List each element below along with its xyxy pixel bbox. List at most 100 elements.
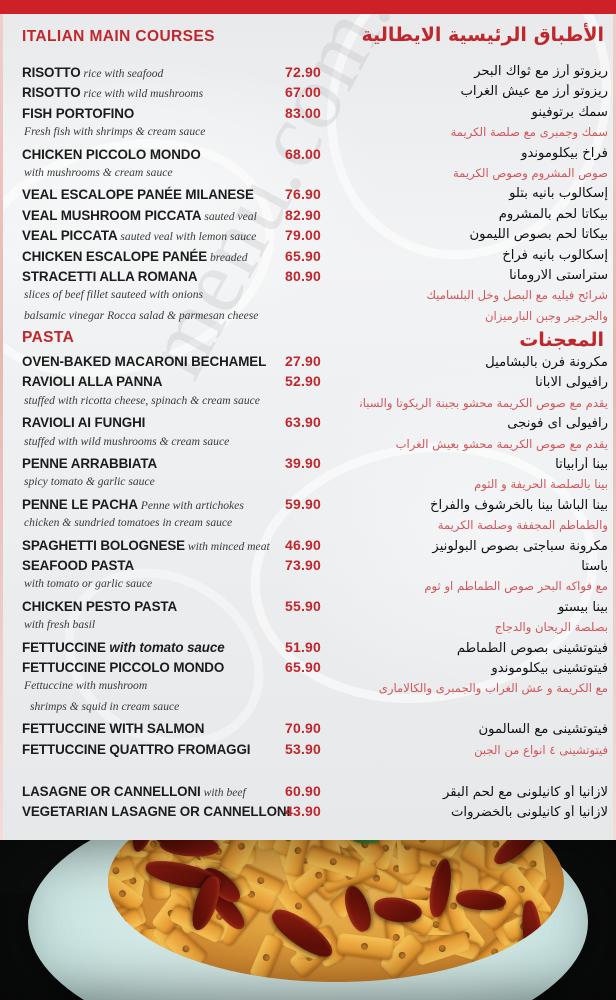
menu-item-arabic: إسكالوب بانيه فراخ [360, 248, 608, 268]
menu-item-arabic: بصلصة الريحان والدجاج [360, 620, 608, 640]
section-title-ar-italian-main-courses: الأطباق الرئيسية الايطالية [360, 24, 608, 64]
item-price: 27.90 [285, 353, 321, 369]
menu-item-arabic: بينا بيستو [360, 600, 608, 620]
menu-item-arabic: فيتوتشينى بيكلوموندو [360, 661, 608, 681]
menu-item-arabic: شرائح فيليه مع البصل وخل البلساميك [360, 288, 608, 308]
item-description: breaded [207, 251, 247, 264]
section-title-ar-pasta: المعجنات [360, 329, 608, 355]
item-price: 68.00 [285, 146, 321, 162]
menu-item: RAVIOLI AI FUNGHI 63.90 [0, 414, 360, 434]
item-name: FETTUCCINE WITH SALMON [22, 721, 204, 736]
menu-item-arabic: سمك برتوفينو [360, 105, 608, 125]
item-description-line: stuffed with wild mushrooms & cream sauc… [0, 435, 360, 455]
item-price: 52.90 [285, 373, 321, 389]
menu-item-arabic: مع الكريمة و عش الغراب والجمبرى والكالام… [360, 681, 608, 701]
menu-item-arabic: فيتوتشينى بصوص الطماطم [360, 641, 608, 661]
menu-item-arabic: إسكالوب بانيه بتلو [360, 186, 608, 206]
item-description: with tomato sauce [106, 640, 225, 655]
menu-item: CHICKEN PICCOLO MONDO 68.00 [0, 146, 360, 166]
item-description: sauted veal with lemon sauce [118, 230, 257, 243]
menu-item: STRACETTI ALLA ROMANA 80.90 [0, 268, 360, 288]
menu-item: SPAGHETTI BOLOGNESE with minced meat 46.9… [0, 537, 360, 557]
menu-item: FISH PORTOFINO 83.00 [0, 105, 360, 125]
menu-item-arabic: ريزوتو أرز مع ثواك البحر [360, 64, 608, 84]
item-name: RISOTTO [22, 65, 81, 80]
item-name: RAVIOLI AI FUNGHI [22, 415, 145, 430]
menu-item: CHICKEN PESTO PASTA 55.90 [0, 598, 360, 618]
item-price: 80.90 [285, 268, 321, 284]
menu-item: VEAL PICCATA sauted veal with lemon sauc… [0, 227, 360, 247]
item-description: sauted veal [201, 210, 256, 223]
item-description-line: Fresh fish with shrimps & cream sauce [0, 125, 360, 145]
item-price: 67.00 [285, 84, 321, 100]
menu-item-arabic: رافيولى الابانا [360, 375, 608, 395]
menu-item: FETTUCCINE PICCOLO MONDO 65.90 [0, 659, 360, 679]
menu-item-arabic: بينا بالصلصة الحريفة و الثوم [360, 477, 608, 497]
menu-item-arabic [360, 702, 608, 722]
item-name: FETTUCCINE QUATTRO FROMAGGI [22, 742, 250, 757]
arabic-menu-column: الأطباق الرئيسية الايطالية ريزوتو أرز مع … [360, 14, 608, 826]
item-name: CHICKEN ESCALOPE PANÉE [22, 249, 207, 264]
section-title-italian-main-courses: ITALIAN MAIN COURSES [0, 28, 360, 64]
menu-item-arabic: باستا [360, 559, 608, 579]
item-name: VEAL MUSHROOM PICCATA [22, 208, 201, 223]
item-description: rice with wild mushrooms [81, 87, 204, 100]
menu-item: FETTUCCINE with tomato sauce 51.90 [0, 639, 360, 659]
item-description-line: with fresh basil [0, 618, 360, 638]
item-price: 43.90 [285, 803, 321, 819]
item-description: with minced meat [185, 540, 270, 553]
item-name: RAVIOLI ALLA PANNA [22, 374, 162, 389]
menu-item-arabic: ستراستى الارومانا [360, 268, 608, 288]
menu-item: RISOTTO rice with wild mushrooms 67.00 [0, 84, 360, 104]
food-photo [0, 840, 616, 1000]
item-name: PENNE ARRABBIATA [22, 456, 157, 471]
spacer [0, 761, 360, 783]
menu-item: PENNE ARRABBIATA 39.90 [0, 455, 360, 475]
menu-item-arabic: والجرجير وجبن البارميزان [360, 309, 608, 329]
menu-item: LASAGNE OR CANNELLONI with beef 60.90 [0, 783, 360, 803]
menu-item-arabic: والطماطم المجففة وصلصة الكريمة [360, 518, 608, 538]
item-price: 63.90 [285, 414, 321, 430]
menu-item-arabic: ريزوتو أرز مع عيش الغراب [360, 84, 608, 104]
item-description-line: Fettuccine with mushroom [0, 679, 360, 699]
item-description: Penne with artichokes [138, 499, 244, 512]
item-description-line: shrimps & squid in cream sauce [0, 700, 360, 720]
item-name: SEAFOOD PASTA [22, 558, 134, 573]
menu-item: CHICKEN ESCALOPE PANÉE breaded 65.90 [0, 248, 360, 268]
menu-item: VEGETARIAN LASAGNE OR CANNELLONI 43.90 [0, 803, 360, 823]
menu-item-arabic: يقدم مع صوص الكريمة محشو بجبنة الريكوتا … [360, 396, 608, 416]
item-name: STRACETTI ALLA ROMANA [22, 269, 197, 284]
item-name: OVEN-BAKED MACARONI BECHAMEL [22, 354, 266, 369]
menu-item-arabic: بيكاتا لحم بصوص الليمون [360, 227, 608, 247]
menu-item-arabic: مكرونة فرن بالبشاميل [360, 355, 608, 375]
menu-item-arabic: مكرونة سباجتى بصوص البولونيز [360, 539, 608, 559]
menu-item: FETTUCCINE WITH SALMON 70.90 [0, 720, 360, 740]
menu-item: PENNE LE PACHA Penne with artichokes 59.9… [0, 496, 360, 516]
menu-item-arabic: لازانيا أو كانيلونى مع لحم البقر [360, 785, 608, 805]
menu-item-arabic: بينا أرابياتا [360, 457, 608, 477]
item-name: VEAL PICCATA [22, 228, 118, 243]
menu-item-arabic: بيكاتا لحم بالمشروم [360, 207, 608, 227]
menu-item: VEAL MUSHROOM PICCATA sauted veal 82.90 [0, 207, 360, 227]
item-price: 59.90 [285, 496, 321, 512]
item-description-line: with mushrooms & cream sauce [0, 166, 360, 186]
menu-item: VEAL ESCALOPE PANÉE MILANESE 76.90 [0, 186, 360, 206]
item-price: 73.90 [285, 557, 321, 573]
spacer [360, 763, 608, 785]
item-description-line: stuffed with ricotta cheese, spinach & c… [0, 394, 360, 414]
menu-item: RISOTTO rice with seafood 72.90 [0, 64, 360, 84]
item-name: RISOTTO [22, 85, 81, 100]
menu-item-arabic: فيتوتشينى ٤ انواع من الجبن [360, 743, 608, 763]
item-price: 82.90 [285, 207, 321, 223]
section-title-pasta: PASTA [0, 329, 360, 353]
item-name: FISH PORTOFINO [22, 106, 134, 121]
menu-item: RAVIOLI ALLA PANNA 52.90 [0, 373, 360, 393]
menu-item-arabic: صوص المشروم وصوص الكريمة [360, 166, 608, 186]
item-price: 55.90 [285, 598, 321, 614]
item-description: with beef [201, 786, 246, 799]
item-description: rice with seafood [81, 67, 164, 80]
item-price: 51.90 [285, 639, 321, 655]
english-menu-column: ITALIAN MAIN COURSES RISOTTO rice with se… [0, 14, 360, 824]
menu-item-arabic: سمك وجمبرى مع صلصة الكريمة [360, 125, 608, 145]
item-price: 83.00 [285, 105, 321, 121]
